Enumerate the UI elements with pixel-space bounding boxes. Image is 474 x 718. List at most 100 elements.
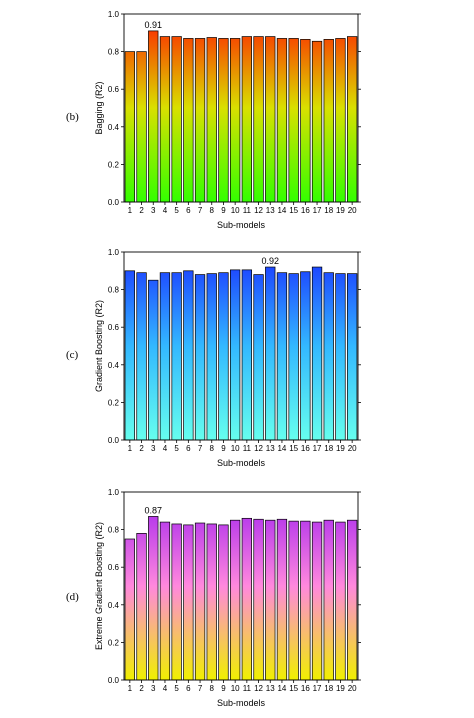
bar-2 <box>136 533 147 681</box>
x-tick-label: 15 <box>289 444 298 453</box>
bar-9 <box>218 524 229 681</box>
x-tick-label: 10 <box>231 684 240 693</box>
panel-label: (c) <box>66 349 79 361</box>
bar-10 <box>230 269 241 441</box>
x-tick-label: 5 <box>174 684 179 693</box>
y-tick-label: 0.2 <box>108 638 120 647</box>
x-axis-title: Sub-models <box>217 220 266 230</box>
bar-8 <box>206 37 217 203</box>
y-tick-label: 0.0 <box>108 436 120 445</box>
y-tick-label: 1.0 <box>108 488 120 497</box>
bar-14 <box>276 272 288 441</box>
x-tick-label: 14 <box>277 444 286 453</box>
x-tick-label: 6 <box>186 206 191 215</box>
y-tick-label: 0.6 <box>108 85 120 94</box>
x-tick-label: 7 <box>198 444 203 453</box>
x-tick-label: 13 <box>266 206 275 215</box>
x-tick-label: 8 <box>210 206 215 215</box>
y-tick-label: 0.0 <box>108 676 120 685</box>
bar-20 <box>347 519 358 681</box>
bar-13 <box>265 519 276 681</box>
bar-17 <box>311 266 323 441</box>
x-tick-label: 7 <box>198 206 203 215</box>
x-tick-label: 18 <box>324 684 333 693</box>
bar-14 <box>276 38 288 203</box>
bar-16 <box>300 520 311 681</box>
bar-2 <box>136 51 147 203</box>
bar-12 <box>253 274 264 441</box>
y-axis-title: Extreme Gradient Boosting (R2) <box>94 522 104 650</box>
x-tick-label: 1 <box>128 684 133 693</box>
plot-frame <box>123 491 359 681</box>
y-tick-label: 0.2 <box>108 160 120 169</box>
bar-4 <box>159 521 171 681</box>
x-tick-label: 19 <box>336 684 345 693</box>
x-tick-label: 11 <box>243 684 252 693</box>
x-tick-label: 20 <box>348 444 357 453</box>
bar-3 <box>148 516 159 681</box>
chart-panel-3: (d) Extreme Gradient Boosting (R2)0.870.0… <box>66 488 361 708</box>
x-tick-label: 14 <box>277 206 286 215</box>
bar-1 <box>124 270 135 441</box>
plot-frame <box>123 13 359 203</box>
bar-17 <box>311 521 323 681</box>
bar-13 <box>265 266 276 441</box>
x-tick-label: 12 <box>254 684 263 693</box>
x-tick-label: 1 <box>128 444 133 453</box>
x-tick-label: 4 <box>163 684 168 693</box>
bar-10 <box>230 38 241 203</box>
bar-19 <box>335 521 346 681</box>
panel-label: (b) <box>66 111 79 123</box>
bar-value-annotation: 0.87 <box>144 505 162 515</box>
bar-19 <box>335 273 346 441</box>
x-tick-label: 13 <box>266 444 275 453</box>
x-tick-label: 11 <box>243 444 252 453</box>
bar-7 <box>194 274 206 441</box>
bar-12 <box>253 36 264 203</box>
y-tick-label: 0.0 <box>108 198 120 207</box>
x-tick-label: 10 <box>231 444 240 453</box>
bar-5 <box>171 36 182 203</box>
y-tick-label: 0.4 <box>108 361 120 370</box>
x-tick-label: 12 <box>254 444 263 453</box>
y-tick-label: 0.6 <box>108 323 120 332</box>
bar-9 <box>218 38 229 203</box>
x-tick-label: 15 <box>289 206 298 215</box>
x-axis-title: Sub-models <box>217 698 266 708</box>
plot-frame <box>123 251 359 441</box>
bar-18 <box>323 39 334 203</box>
bar-20 <box>347 36 358 203</box>
x-tick-label: 20 <box>348 684 357 693</box>
bar-6 <box>183 270 194 441</box>
x-tick-label: 9 <box>221 684 226 693</box>
x-tick-label: 5 <box>174 206 179 215</box>
bar-18 <box>323 519 334 681</box>
x-tick-label: 3 <box>151 206 156 215</box>
bar-15 <box>288 520 299 681</box>
bar-8 <box>206 523 217 681</box>
x-tick-label: 19 <box>336 444 345 453</box>
bar-8 <box>206 273 217 441</box>
x-tick-label: 4 <box>163 206 168 215</box>
bar-12 <box>253 518 264 681</box>
bar-9 <box>218 272 229 441</box>
bar-16 <box>300 271 311 441</box>
bar-4 <box>159 36 171 203</box>
bar-19 <box>335 38 346 203</box>
bar-11 <box>241 517 252 681</box>
bar-7 <box>194 522 206 681</box>
x-tick-label: 15 <box>289 684 298 693</box>
x-tick-label: 2 <box>139 684 144 693</box>
y-axis-title: Bagging (R2) <box>94 81 104 134</box>
x-tick-label: 4 <box>163 444 168 453</box>
x-tick-label: 13 <box>266 684 275 693</box>
x-tick-label: 16 <box>301 444 310 453</box>
x-tick-label: 11 <box>243 206 252 215</box>
x-tick-label: 16 <box>301 684 310 693</box>
x-tick-label: 17 <box>313 684 322 693</box>
x-tick-label: 12 <box>254 206 263 215</box>
x-tick-label: 2 <box>139 444 144 453</box>
bar-14 <box>276 518 288 681</box>
x-tick-label: 1 <box>128 206 133 215</box>
